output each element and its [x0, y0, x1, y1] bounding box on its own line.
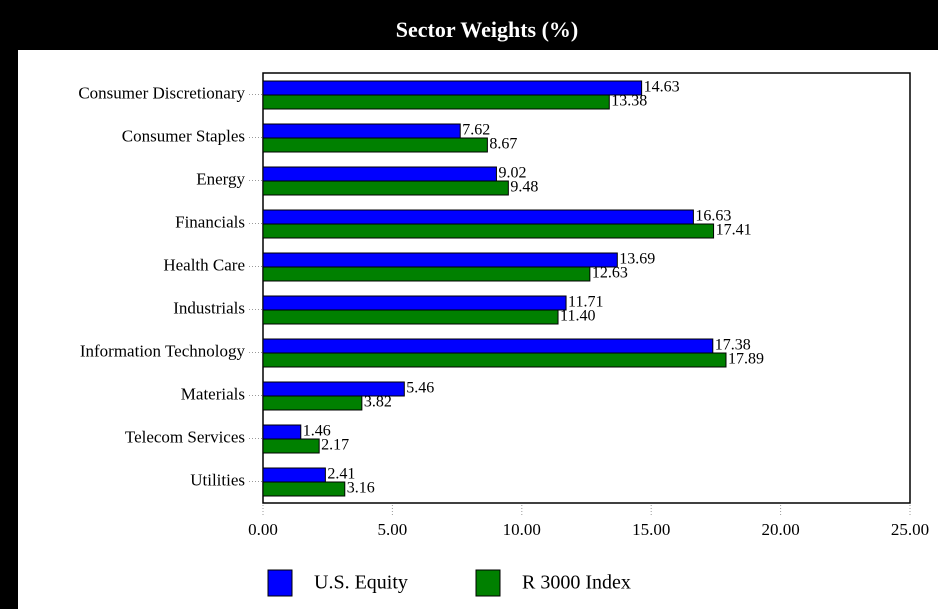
legend-label: U.S. Equity	[314, 572, 408, 594]
y-tick-label: Consumer Staples	[122, 126, 245, 145]
bar	[262, 137, 488, 153]
y-tick-label: Utilities	[190, 470, 245, 489]
value-label: 7.62	[462, 122, 490, 139]
bar	[262, 424, 302, 440]
x-tick-label: 0.00	[248, 520, 278, 539]
bar	[262, 80, 643, 96]
y-tick-label: Telecom Services	[125, 427, 245, 446]
x-tick-label: 15.00	[632, 520, 670, 539]
bar	[262, 166, 497, 182]
bar	[262, 352, 727, 368]
title-bar	[0, 0, 938, 50]
value-label: 9.02	[498, 165, 526, 182]
bar	[262, 223, 715, 239]
y-tick-label: Energy	[196, 169, 245, 188]
value-label: 3.82	[364, 394, 392, 411]
value-label: 11.40	[560, 308, 595, 325]
bar	[262, 180, 509, 196]
chart-title: Sector Weights (%)	[396, 17, 579, 42]
value-label: 17.89	[728, 351, 764, 368]
bar	[262, 209, 694, 225]
value-label: 13.38	[611, 93, 647, 110]
bar	[262, 395, 363, 411]
value-label: 2.17	[321, 437, 349, 454]
value-label: 1.46	[303, 423, 331, 440]
y-tick-label: Information Technology	[80, 341, 246, 360]
x-tick-label: 5.00	[378, 520, 408, 539]
value-label: 13.69	[619, 251, 655, 268]
bar	[262, 338, 714, 354]
value-label: 2.41	[327, 466, 355, 483]
x-tick-label: 25.00	[891, 520, 929, 539]
plot-frame	[262, 72, 911, 504]
value-label: 9.48	[510, 179, 538, 196]
y-tick-label: Consumer Discretionary	[78, 83, 245, 102]
value-label: 17.41	[716, 222, 752, 239]
bar	[262, 467, 326, 483]
value-label: 12.63	[592, 265, 628, 282]
legend-swatch	[267, 569, 293, 597]
bar	[262, 295, 567, 311]
value-label: 8.67	[489, 136, 517, 153]
bar	[262, 481, 346, 497]
bar	[262, 123, 461, 139]
value-label: 3.16	[347, 480, 375, 497]
bar	[262, 252, 618, 268]
bar	[262, 94, 610, 110]
left-border	[0, 0, 18, 609]
value-label: 16.63	[695, 208, 731, 225]
legend-swatch	[475, 569, 501, 597]
y-tick-label: Health Care	[163, 255, 245, 274]
x-tick-label: 20.00	[761, 520, 799, 539]
value-label: 5.46	[406, 380, 434, 397]
y-tick-label: Materials	[181, 384, 245, 403]
y-tick-label: Financials	[175, 212, 245, 231]
x-tick-label: 10.00	[503, 520, 541, 539]
bar	[262, 438, 320, 454]
legend-label: R 3000 Index	[522, 572, 631, 594]
value-label: 14.63	[644, 79, 680, 96]
bar	[262, 309, 559, 325]
value-label: 17.38	[715, 337, 751, 354]
bar	[262, 266, 591, 282]
value-label: 11.71	[568, 294, 603, 311]
y-tick-label: Industrials	[173, 298, 245, 317]
